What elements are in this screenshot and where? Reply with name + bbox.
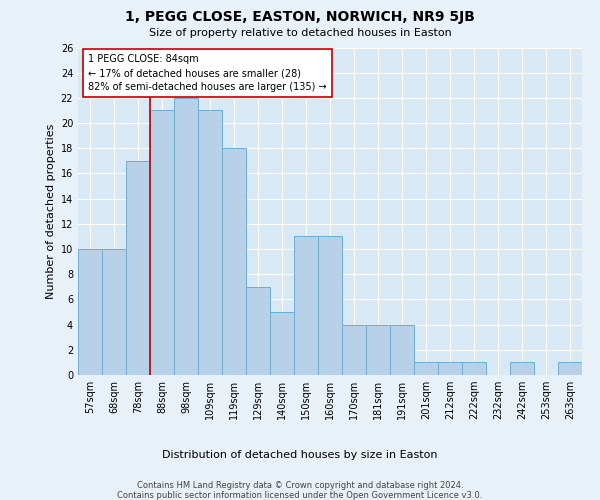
Bar (390, 324, 414, 375)
Bar (126, 161, 150, 375)
Bar (366, 324, 390, 375)
Text: Size of property relative to detached houses in Easton: Size of property relative to detached ho… (149, 28, 451, 38)
Bar (294, 236, 318, 375)
Bar (462, 362, 486, 375)
Bar (78, 249, 102, 375)
Bar (270, 312, 294, 375)
Text: 1, PEGG CLOSE, EASTON, NORWICH, NR9 5JB: 1, PEGG CLOSE, EASTON, NORWICH, NR9 5JB (125, 10, 475, 24)
Bar (150, 110, 174, 375)
Text: Distribution of detached houses by size in Easton: Distribution of detached houses by size … (162, 450, 438, 460)
Bar (318, 236, 342, 375)
Bar (414, 362, 438, 375)
Bar (102, 249, 126, 375)
Bar (510, 362, 534, 375)
Bar (438, 362, 462, 375)
Bar (198, 110, 222, 375)
Text: Contains HM Land Registry data © Crown copyright and database right 2024.: Contains HM Land Registry data © Crown c… (137, 481, 463, 490)
Text: 1 PEGG CLOSE: 84sqm
← 17% of detached houses are smaller (28)
82% of semi-detach: 1 PEGG CLOSE: 84sqm ← 17% of detached ho… (88, 54, 327, 92)
Bar (246, 287, 270, 375)
Bar (342, 324, 366, 375)
Bar (558, 362, 582, 375)
Text: Contains public sector information licensed under the Open Government Licence v3: Contains public sector information licen… (118, 491, 482, 500)
Y-axis label: Number of detached properties: Number of detached properties (46, 124, 56, 299)
Bar (174, 98, 198, 375)
Bar (222, 148, 246, 375)
